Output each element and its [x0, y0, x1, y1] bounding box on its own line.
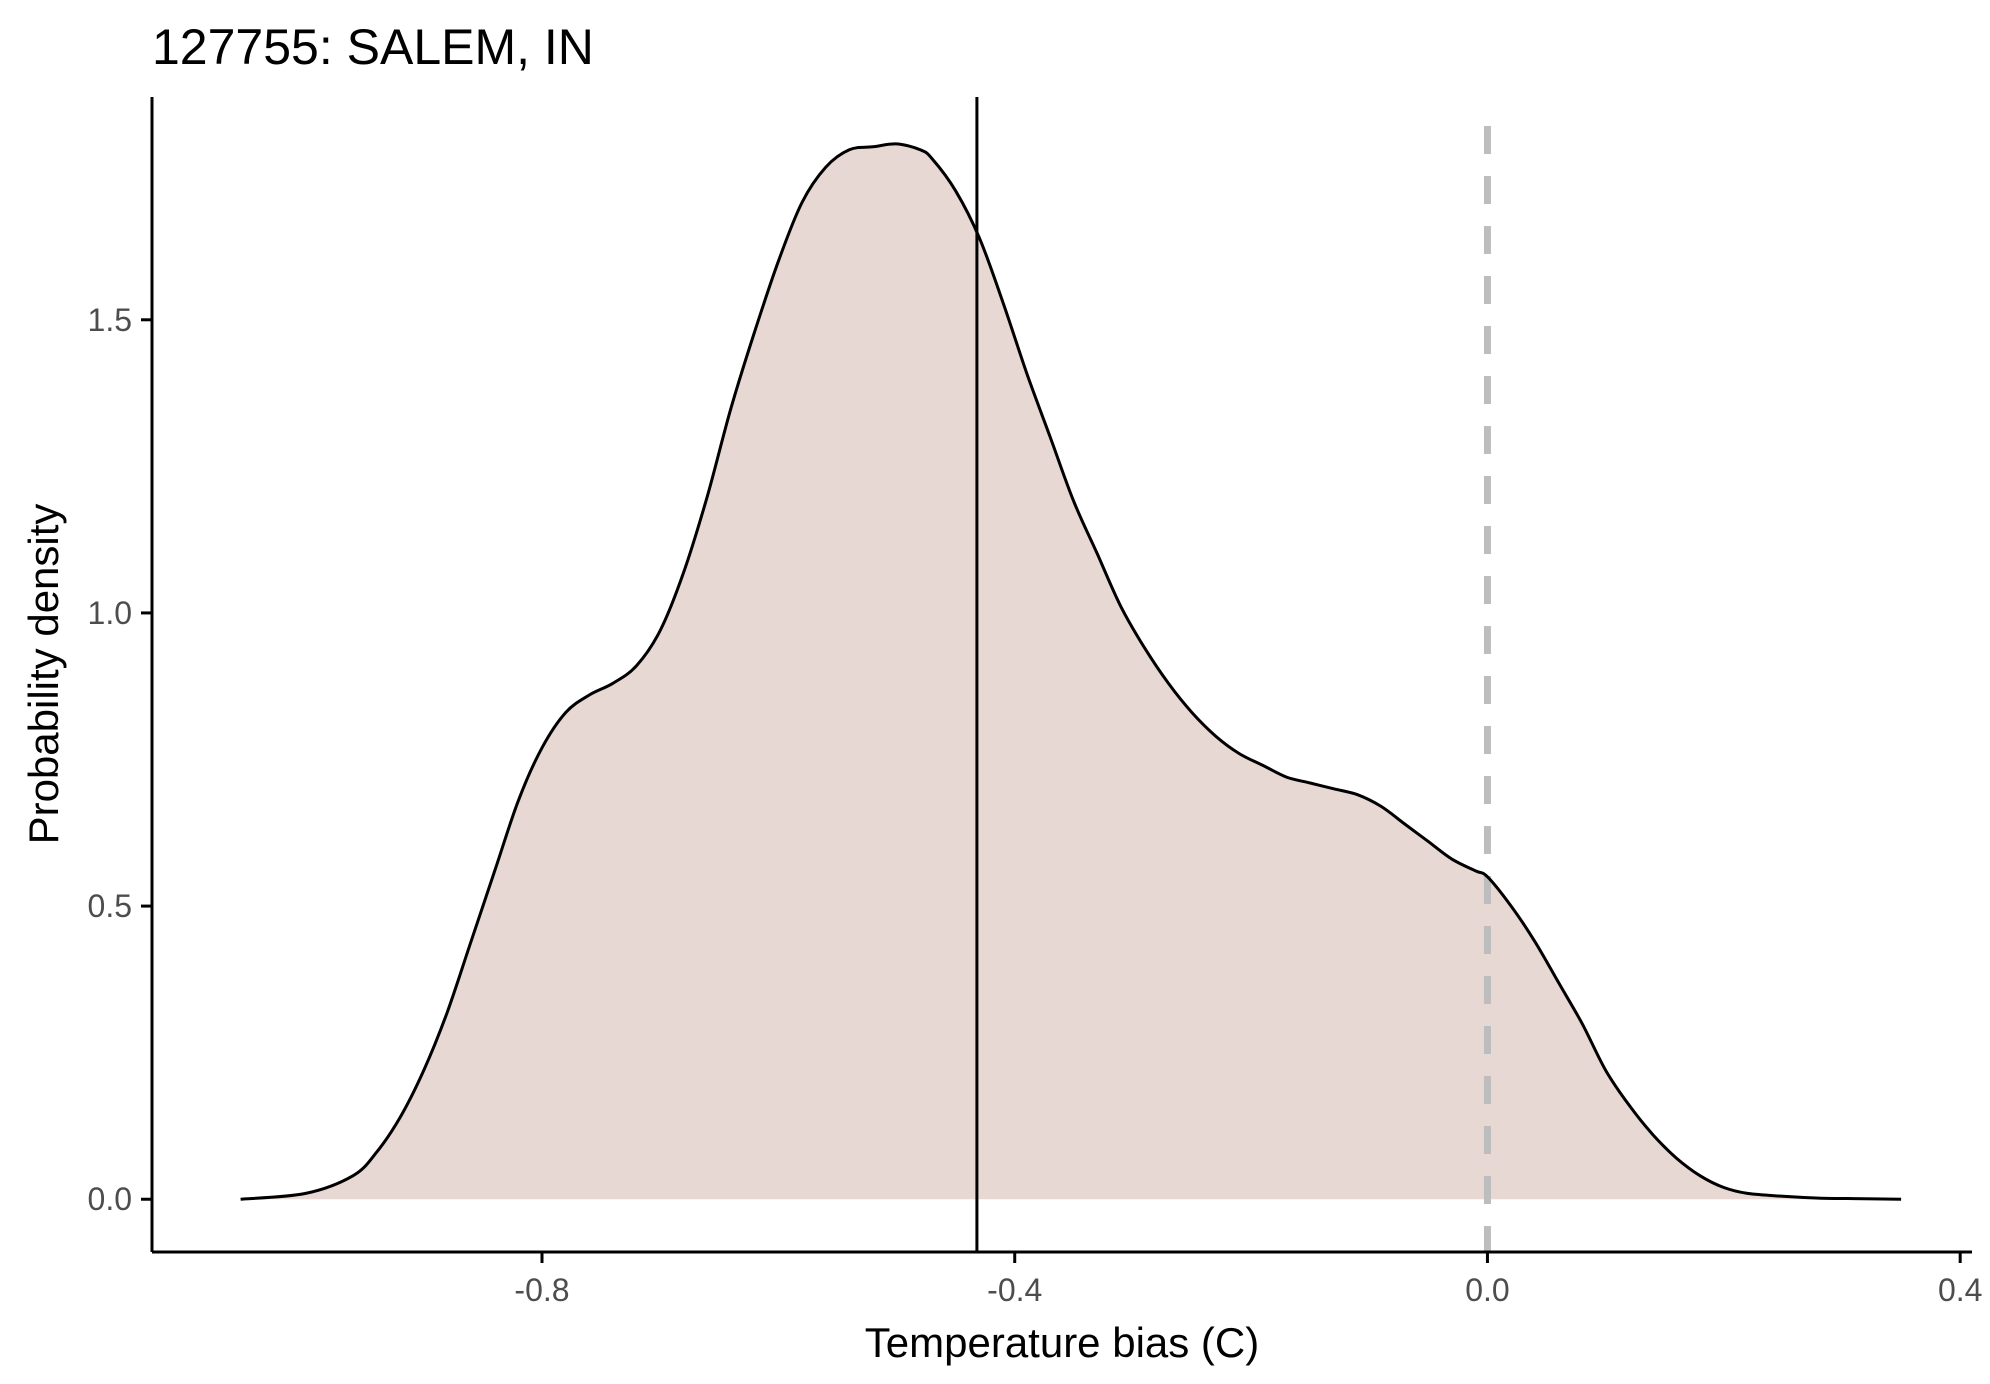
- y-axis-ticks: 0.0 0.5 1.0 1.5: [88, 302, 152, 1217]
- x-axis-title: Temperature bias (C): [865, 1319, 1259, 1366]
- chart-title: 127755: SALEM, IN: [152, 19, 594, 75]
- x-tick-label: -0.4: [987, 1272, 1042, 1308]
- y-tick-label: 0.5: [88, 888, 132, 924]
- density-area: [240, 143, 1902, 1200]
- y-tick-label: 0.0: [88, 1181, 132, 1217]
- y-axis-title: Probability density: [20, 504, 67, 845]
- density-curve: [240, 142, 1902, 1201]
- x-tick-label: 0.0: [1465, 1272, 1509, 1308]
- x-axis-ticks: -0.8 -0.4 0.0 0.4: [514, 1252, 1982, 1308]
- x-tick-label: -0.8: [514, 1272, 569, 1308]
- plot-area: [240, 97, 1902, 1252]
- y-tick-label: 1.0: [88, 595, 132, 631]
- x-tick-label: 0.4: [1938, 1272, 1982, 1308]
- y-tick-label: 1.5: [88, 302, 132, 338]
